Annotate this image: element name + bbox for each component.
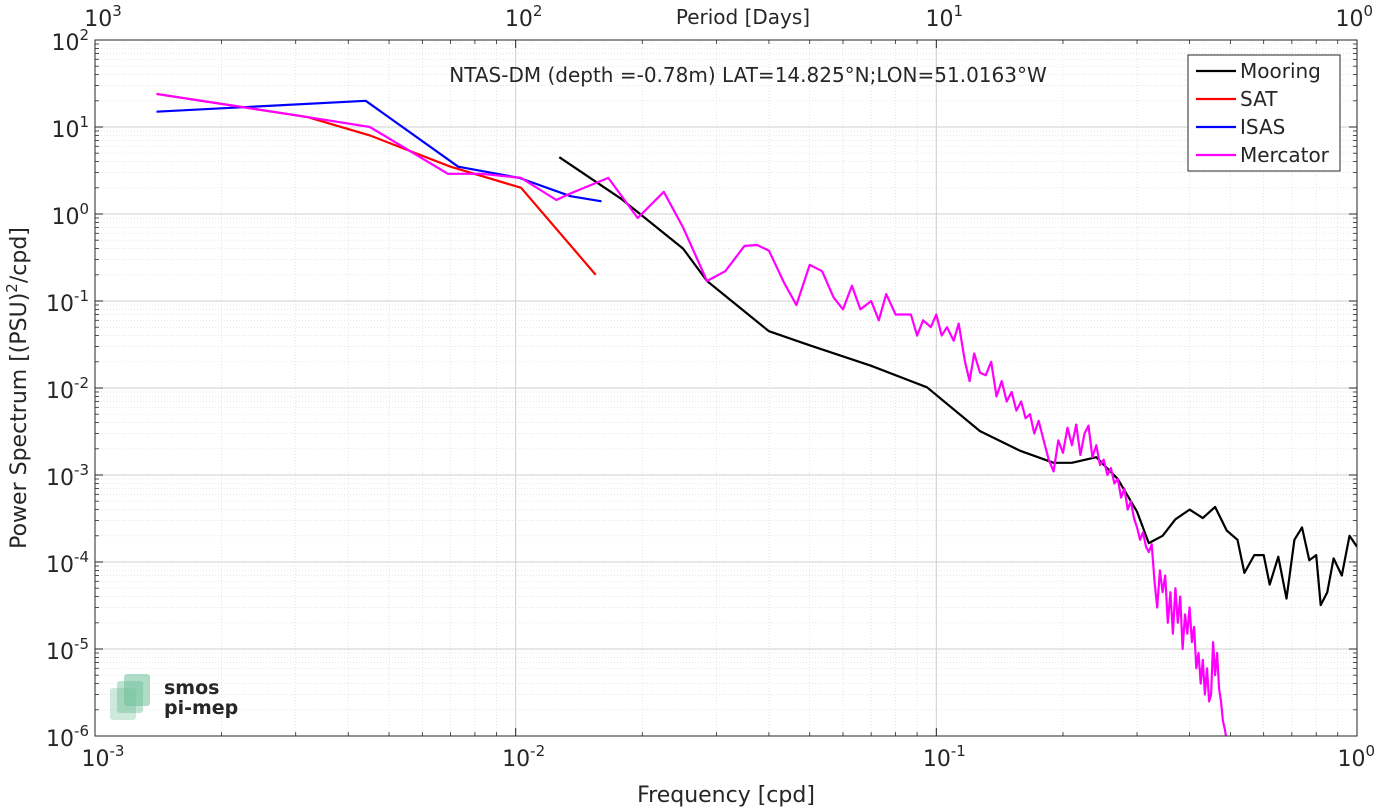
y-tick-label: 10-3 — [46, 461, 89, 491]
y-axis-label-tail: /cpd] — [7, 227, 32, 283]
y-tick-label: 102 — [51, 26, 89, 56]
series-line-mooring — [558, 156, 1357, 607]
x-tick-label: 100 — [1337, 742, 1375, 772]
x-tick-label: 10-1 — [923, 742, 966, 772]
logo-text-smos: smos — [164, 677, 219, 699]
y-tick-label: 10-6 — [46, 722, 89, 752]
logo-text-pi-mep: pi-mep — [164, 697, 238, 719]
series-layer — [156, 92, 1357, 736]
y-tick-label: 100 — [51, 200, 89, 230]
legend-label-isas: ISAS — [1240, 115, 1285, 139]
top-axis-label: Period [Days] — [676, 5, 810, 29]
y-tick-label: 10-4 — [46, 548, 89, 578]
top-tick-label: 100 — [1335, 2, 1373, 32]
x-axis-label: Frequency [cpd] — [637, 783, 815, 808]
axes-box — [94, 39, 1358, 737]
legend-label-mercator: Mercator — [1240, 143, 1330, 167]
logo-layer-1 — [124, 674, 150, 706]
y-axis-label-main: Power Spectrum [(PSU) — [7, 293, 32, 549]
y-tick-label: 10-2 — [46, 374, 89, 404]
axes-layer — [94, 39, 1358, 737]
x-tick-label: 10-3 — [82, 742, 125, 772]
chart-title: NTAS-DM (depth =-0.78m) LAT=14.825°N;LON… — [449, 63, 1047, 87]
legend: Mooring SAT ISAS Mercator — [1187, 54, 1341, 172]
legend-label-sat: SAT — [1240, 87, 1278, 111]
logo-layer-2 — [117, 681, 143, 713]
y-tick-label: 101 — [51, 113, 89, 143]
y-tick-label: 10-1 — [46, 287, 89, 317]
top-tick-label: 102 — [505, 2, 543, 32]
legend-box — [1187, 54, 1341, 172]
legend-label-mooring: Mooring — [1240, 59, 1321, 83]
top-tick-label: 101 — [926, 2, 964, 32]
series-line-isas — [156, 99, 602, 203]
smos-pi-mep-logo: smos pi-mep — [110, 674, 238, 720]
x-tick-label: 10-2 — [502, 742, 545, 772]
y-tick-label: 10-5 — [46, 635, 89, 665]
series-line-mercator — [156, 92, 1228, 736]
top-tick-label: 103 — [84, 2, 122, 32]
logo-layer-3 — [110, 688, 136, 720]
y-axis-label-exponent: 2 — [3, 283, 21, 293]
y-axis-label: Power Spectrum [(PSU)2/cpd] — [3, 227, 32, 549]
